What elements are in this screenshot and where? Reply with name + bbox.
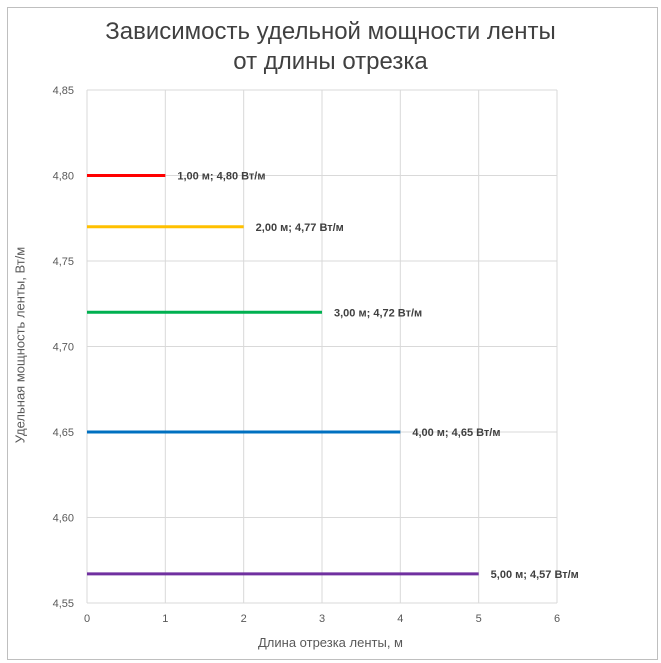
- data-label: 4,00 м; 4,65 Вт/м: [412, 427, 500, 439]
- x-axis-title: Длина отрезка ленты, м: [258, 635, 403, 650]
- x-tick-label: 2: [241, 613, 247, 625]
- x-tick-label: 3: [319, 613, 325, 625]
- chart-title-line-2: от длины отрезка: [233, 48, 428, 75]
- y-tick-label: 4,85: [53, 85, 74, 97]
- y-tick-label: 4,60: [53, 513, 74, 525]
- x-tick-label: 5: [476, 613, 482, 625]
- x-tick-label: 1: [162, 613, 168, 625]
- y-tick-label: 4,75: [53, 256, 74, 268]
- y-tick-label: 4,65: [53, 427, 74, 439]
- y-tick-label: 4,80: [53, 171, 74, 183]
- data-label: 3,00 м; 4,72 Вт/м: [334, 307, 422, 319]
- data-label: 1,00 м; 4,80 Вт/м: [177, 171, 265, 183]
- y-tick-label: 4,55: [53, 598, 74, 610]
- x-tick-label: 0: [84, 613, 90, 625]
- x-tick-label: 4: [397, 613, 403, 625]
- data-label: 5,00 м; 4,57 Вт/м: [491, 569, 579, 581]
- data-label: 2,00 м; 4,77 Вт/м: [256, 222, 344, 234]
- y-tick-label: 4,70: [53, 342, 74, 354]
- y-axis-title: Удельная мощность ленты, Вт/м: [12, 246, 28, 444]
- x-tick-label: 6: [554, 613, 560, 625]
- chart-title-line-1: Зависимость удельной мощности ленты: [105, 18, 556, 45]
- chart-frame: [7, 7, 658, 660]
